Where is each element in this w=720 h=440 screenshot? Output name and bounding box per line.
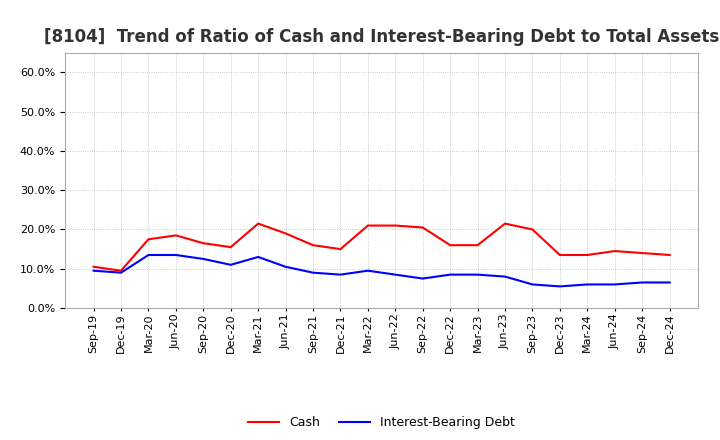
Cash: [364, 223, 372, 228]
Cash: [89, 264, 98, 269]
Cash: [254, 221, 263, 226]
Interest-Bearing Debt: [500, 274, 509, 279]
Cash: [336, 246, 345, 252]
Interest-Bearing Debt: [309, 270, 318, 275]
Interest-Bearing Debt: [583, 282, 592, 287]
Interest-Bearing Debt: [556, 284, 564, 289]
Cash: [446, 242, 454, 248]
Line: Cash: Cash: [94, 224, 670, 271]
Interest-Bearing Debt: [282, 264, 290, 269]
Interest-Bearing Debt: [89, 268, 98, 273]
Cash: [144, 237, 153, 242]
Line: Interest-Bearing Debt: Interest-Bearing Debt: [94, 255, 670, 286]
Interest-Bearing Debt: [117, 270, 125, 275]
Interest-Bearing Debt: [199, 256, 207, 261]
Cash: [171, 233, 180, 238]
Cash: [500, 221, 509, 226]
Cash: [665, 253, 674, 258]
Interest-Bearing Debt: [418, 276, 427, 281]
Interest-Bearing Debt: [171, 253, 180, 258]
Cash: [583, 253, 592, 258]
Interest-Bearing Debt: [665, 280, 674, 285]
Interest-Bearing Debt: [638, 280, 647, 285]
Interest-Bearing Debt: [144, 253, 153, 258]
Interest-Bearing Debt: [611, 282, 619, 287]
Cash: [611, 249, 619, 254]
Cash: [391, 223, 400, 228]
Interest-Bearing Debt: [364, 268, 372, 273]
Legend: Cash, Interest-Bearing Debt: Cash, Interest-Bearing Debt: [243, 411, 520, 434]
Cash: [309, 242, 318, 248]
Cash: [226, 245, 235, 250]
Interest-Bearing Debt: [391, 272, 400, 277]
Interest-Bearing Debt: [473, 272, 482, 277]
Cash: [556, 253, 564, 258]
Interest-Bearing Debt: [336, 272, 345, 277]
Interest-Bearing Debt: [226, 262, 235, 268]
Interest-Bearing Debt: [446, 272, 454, 277]
Interest-Bearing Debt: [254, 254, 263, 260]
Cash: [528, 227, 537, 232]
Title: [8104]  Trend of Ratio of Cash and Interest-Bearing Debt to Total Assets: [8104] Trend of Ratio of Cash and Intere…: [44, 28, 719, 46]
Interest-Bearing Debt: [528, 282, 537, 287]
Cash: [638, 250, 647, 256]
Cash: [117, 268, 125, 273]
Cash: [473, 242, 482, 248]
Cash: [418, 225, 427, 230]
Cash: [282, 231, 290, 236]
Cash: [199, 241, 207, 246]
